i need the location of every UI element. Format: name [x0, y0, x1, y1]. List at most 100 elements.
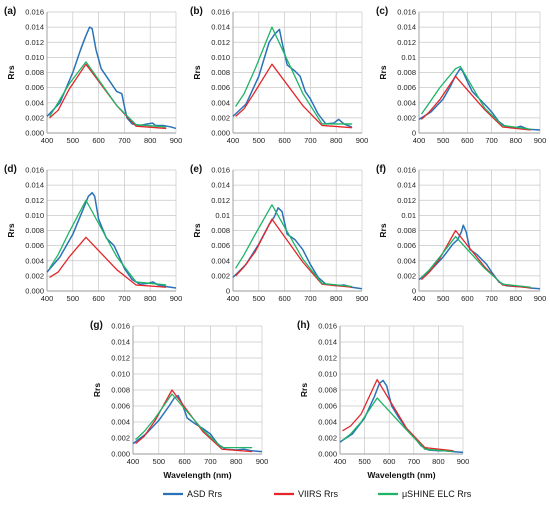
- y-tick-label: 0.012: [25, 196, 44, 205]
- series-line-asd: [46, 26, 177, 130]
- legend: ASD Rrs VIIRS Rrs μSHINE ELC Rrs: [163, 489, 472, 499]
- y-axis-title: Rrs: [6, 65, 16, 79]
- y-tick-label: 0.006: [25, 241, 44, 250]
- y-tick-label: 0.008: [397, 226, 416, 235]
- y-tick-label: 0.01: [401, 53, 416, 62]
- y-tick-label: 0.004: [397, 256, 416, 265]
- series-line-ushine: [235, 204, 353, 288]
- chart-panel-h: 400 500 600 700 800 900 0.000 0.002 0.004 0.006 0.…: [297, 320, 469, 480]
- y-tick-label: 0.014: [211, 181, 230, 190]
- series-line-asd: [418, 224, 541, 290]
- y-tick-label: 0.008: [318, 386, 337, 395]
- y-tick-label: 0.002: [318, 434, 337, 443]
- x-tick-label: 600: [278, 294, 291, 303]
- x-tick-label: 600: [92, 294, 105, 303]
- x-tick-label: 800: [230, 457, 243, 466]
- y-tick-label: 0.016: [25, 166, 44, 175]
- y-tick-label: 0.008: [211, 226, 230, 235]
- x-tick-label: 700: [304, 136, 317, 145]
- panel-label: (d): [4, 164, 17, 175]
- x-tick-label: 400: [334, 457, 347, 466]
- series-line-viirs: [235, 63, 353, 129]
- panel-label: (e): [190, 164, 202, 175]
- y-tick-label: 0.012: [211, 196, 230, 205]
- x-tick-label: 900: [170, 136, 183, 145]
- x-tick-label: 800: [432, 457, 445, 466]
- y-tick-label: 0.01: [215, 211, 230, 220]
- y-tick-label: 0.006: [211, 83, 230, 92]
- y-tick-label: 0.012: [25, 38, 44, 47]
- y-tick-label: 0.008: [111, 386, 130, 395]
- x-tick-label: 900: [256, 457, 269, 466]
- x-tick-label: 700: [118, 294, 131, 303]
- x-tick-label: 900: [457, 457, 470, 466]
- y-axis-title: Rrs: [92, 383, 102, 397]
- legend-label-asd: ASD Rrs: [187, 489, 223, 499]
- y-tick-label: 0.002: [397, 271, 416, 280]
- series-line-ushine: [135, 393, 253, 449]
- series-line-viirs: [135, 389, 253, 453]
- panel-label: (c): [376, 6, 388, 17]
- series-line-ushine: [420, 65, 531, 130]
- x-tick-label: 400: [41, 136, 54, 145]
- x-tick-label: 900: [356, 294, 369, 303]
- chart-panel-a: 400 500 600 700 800 900 0.000 0.002 0.004 0.006 0.…: [4, 6, 182, 145]
- x-tick-label: 700: [204, 457, 217, 466]
- series-line-ushine: [342, 397, 454, 453]
- x-tick-label: 400: [41, 294, 54, 303]
- y-tick-label: 0.010: [111, 370, 130, 379]
- x-tick-label: 500: [153, 457, 166, 466]
- y-tick-label: 0.006: [318, 402, 337, 411]
- x-tick-label: 600: [461, 294, 474, 303]
- x-tick-label: 600: [92, 136, 105, 145]
- y-tick-label: 0.016: [211, 8, 230, 17]
- y-axis-title: Rrs: [192, 223, 202, 237]
- x-tick-label: 800: [510, 294, 523, 303]
- y-axis-title: Rrs: [192, 65, 202, 79]
- x-tick-label: 900: [534, 136, 547, 145]
- chart-panel-c: 400 500 600 700 800 900 0 0.002 0.004 0.006 0.008 0…: [376, 6, 546, 145]
- y-tick-label: 0.000: [25, 129, 44, 138]
- y-axis-title: Rrs: [299, 383, 309, 397]
- y-tick-label: 0.014: [397, 181, 416, 190]
- y-axis-title: Rrs: [378, 65, 388, 79]
- series-line-ushine: [49, 61, 167, 128]
- series-line-viirs: [235, 218, 353, 288]
- x-tick-label: 600: [383, 457, 396, 466]
- x-tick-label: 500: [67, 136, 80, 145]
- x-tick-label: 900: [356, 136, 369, 145]
- y-tick-label: 0.006: [111, 402, 130, 411]
- x-tick-label: 600: [461, 136, 474, 145]
- panel-label: (b): [190, 6, 203, 17]
- x-tick-label: 800: [330, 136, 343, 145]
- series-line-asd: [46, 191, 177, 289]
- y-axis-title: Rrs: [6, 223, 16, 237]
- y-tick-label: 0.014: [25, 23, 44, 32]
- y-tick-label: 0.010: [25, 211, 44, 220]
- x-tick-label: 400: [413, 136, 426, 145]
- y-tick-label: 0.002: [111, 434, 130, 443]
- y-tick-label: 0.004: [318, 418, 337, 427]
- series-line-asd: [232, 207, 363, 290]
- y-tick-label: 0.014: [318, 338, 337, 347]
- y-tick-label: 0.008: [397, 68, 416, 77]
- y-tick-label: 0.012: [397, 38, 416, 47]
- y-tick-label: 0.014: [211, 23, 230, 32]
- x-tick-label: 400: [127, 457, 140, 466]
- panel-label: (g): [90, 320, 103, 331]
- x-tick-label: 900: [170, 294, 183, 303]
- x-tick-label: 700: [408, 457, 421, 466]
- y-tick-label: 0.000: [211, 129, 230, 138]
- y-tick-label: 0.004: [25, 98, 44, 107]
- y-tick-label: 0.01: [401, 211, 416, 220]
- y-tick-label: 0.012: [211, 38, 230, 47]
- y-tick-label: 0: [412, 129, 416, 138]
- series-line-viirs: [49, 236, 167, 288]
- y-tick-label: 0.010: [318, 370, 337, 379]
- y-tick-label: 0.016: [211, 166, 230, 175]
- chart-panel-d: 400 500 600 700 800 900 0.000 0.002 0.004 0.006 0.…: [4, 164, 182, 303]
- x-tick-label: 500: [437, 294, 450, 303]
- y-tick-label: 0.002: [25, 113, 44, 122]
- y-tick-label: 0.008: [211, 68, 230, 77]
